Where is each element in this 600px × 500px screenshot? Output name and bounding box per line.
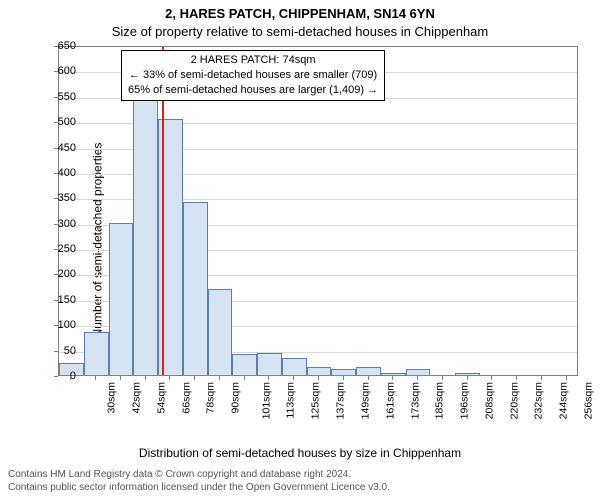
histogram-bar	[307, 367, 332, 375]
histogram-bar	[406, 369, 431, 375]
y-tick-mark	[54, 351, 58, 352]
x-tick-mark	[318, 376, 319, 380]
y-tick-mark	[54, 173, 58, 174]
y-tick-mark	[54, 325, 58, 326]
info-line3: 65% of semi-detached houses are larger (…	[128, 83, 378, 98]
chart-title-line1: 2, HARES PATCH, CHIPPENHAM, SN14 6YN	[0, 6, 600, 21]
histogram-bar	[208, 289, 233, 375]
y-tick-mark	[54, 148, 58, 149]
x-tick-label: 173sqm	[409, 382, 421, 419]
x-tick-label: 256sqm	[582, 382, 594, 419]
x-tick-label: 196sqm	[458, 382, 470, 419]
x-tick-mark	[145, 376, 146, 380]
y-tick-mark	[54, 249, 58, 250]
x-tick-label: 113sqm	[284, 382, 296, 419]
x-tick-label: 161sqm	[384, 382, 396, 419]
histogram-bar	[232, 354, 257, 375]
histogram-bar	[331, 369, 356, 375]
histogram-bar	[109, 223, 134, 375]
x-tick-label: 125sqm	[310, 382, 322, 419]
x-tick-label: 101sqm	[260, 382, 272, 419]
x-tick-label: 90sqm	[230, 382, 242, 414]
x-tick-label: 232sqm	[533, 382, 545, 419]
attribution-text: Contains HM Land Registry data © Crown c…	[8, 468, 390, 494]
x-tick-mark	[268, 376, 269, 380]
x-tick-mark	[491, 376, 492, 380]
x-tick-mark	[516, 376, 517, 380]
x-tick-label: 30sqm	[106, 382, 118, 414]
x-tick-label: 66sqm	[180, 382, 192, 414]
x-tick-mark	[95, 376, 96, 380]
attribution-line2: Contains public sector information licen…	[8, 481, 390, 494]
x-tick-mark	[392, 376, 393, 380]
chart-plot-area: 2 HARES PATCH: 74sqm← 33% of semi-detach…	[58, 46, 578, 376]
x-tick-mark	[467, 376, 468, 380]
y-tick-mark	[54, 376, 58, 377]
histogram-bar	[84, 332, 109, 375]
x-tick-mark	[566, 376, 567, 380]
x-tick-mark	[219, 376, 220, 380]
x-tick-mark	[541, 376, 542, 380]
x-tick-mark	[120, 376, 121, 380]
x-tick-label: 78sqm	[205, 382, 217, 414]
x-tick-mark	[442, 376, 443, 380]
y-tick-mark	[54, 224, 58, 225]
attribution-line1: Contains HM Land Registry data © Crown c…	[8, 468, 390, 481]
y-tick-mark	[54, 122, 58, 123]
x-tick-mark	[244, 376, 245, 380]
histogram-bar	[282, 358, 307, 375]
x-tick-label: 42sqm	[131, 382, 143, 414]
info-line2: ← 33% of semi-detached houses are smalle…	[128, 68, 378, 83]
x-tick-label: 149sqm	[359, 382, 371, 419]
info-line1: 2 HARES PATCH: 74sqm	[128, 53, 378, 68]
x-tick-label: 137sqm	[335, 382, 347, 419]
y-tick-mark	[54, 46, 58, 47]
x-tick-mark	[70, 376, 71, 380]
x-tick-label: 208sqm	[483, 382, 495, 419]
histogram-bar	[381, 373, 406, 375]
x-tick-label: 185sqm	[434, 382, 446, 419]
y-tick-mark	[54, 274, 58, 275]
histogram-bar	[133, 93, 158, 375]
x-tick-label: 54sqm	[155, 382, 167, 414]
x-tick-mark	[194, 376, 195, 380]
histogram-bar	[257, 353, 282, 375]
x-tick-mark	[417, 376, 418, 380]
x-tick-mark	[293, 376, 294, 380]
chart-title-line2: Size of property relative to semi-detach…	[0, 24, 600, 39]
x-tick-label: 244sqm	[557, 382, 569, 419]
info-box: 2 HARES PATCH: 74sqm← 33% of semi-detach…	[121, 50, 385, 101]
y-tick-mark	[54, 71, 58, 72]
y-tick-mark	[54, 198, 58, 199]
histogram-bar	[356, 367, 381, 375]
histogram-bar	[455, 373, 480, 375]
x-axis-label: Distribution of semi-detached houses by …	[0, 446, 600, 460]
x-tick-label: 220sqm	[508, 382, 520, 419]
x-tick-mark	[368, 376, 369, 380]
x-tick-mark	[169, 376, 170, 380]
y-tick-mark	[54, 97, 58, 98]
histogram-bar	[183, 202, 208, 375]
x-tick-mark	[343, 376, 344, 380]
y-tick-mark	[54, 300, 58, 301]
